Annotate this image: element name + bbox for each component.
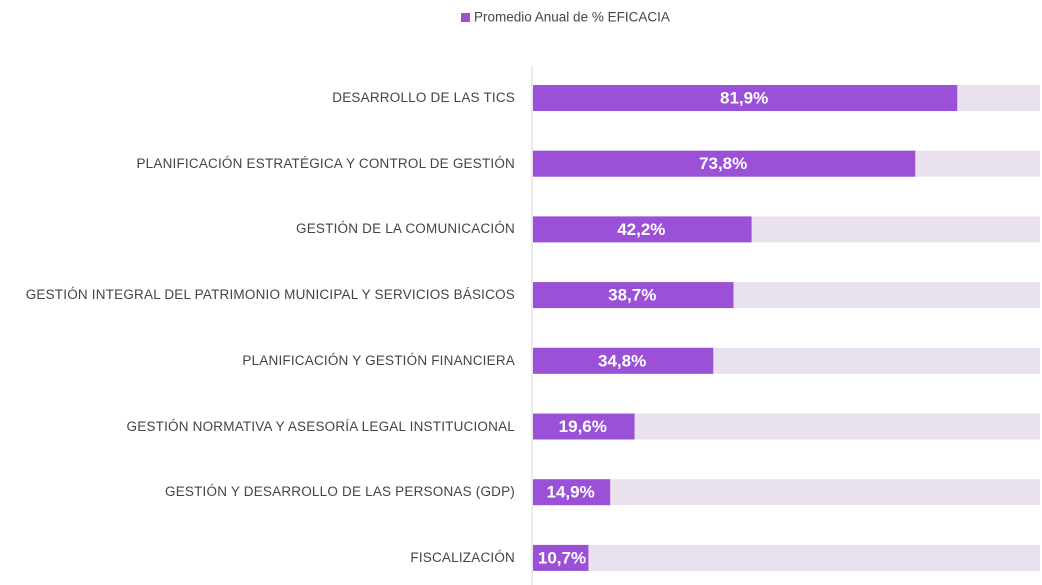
category-label: GESTIÓN INTEGRAL DEL PATRIMONIO MUNICIPA… — [25, 287, 515, 303]
data-label: 19,6% — [559, 417, 607, 436]
category-label-box: GESTIÓN Y DESARROLLO DE LAS PERSONAS (GD… — [0, 467, 515, 517]
category-label: DESARROLLO DE LAS TICS — [332, 90, 515, 105]
category-label-box: DESARROLLO DE LAS TICS — [0, 73, 515, 123]
data-label: 42,2% — [617, 220, 665, 239]
legend-swatch — [461, 13, 470, 22]
bar-track — [533, 479, 1040, 506]
bar — [533, 347, 714, 374]
category-label: PLANIFICACIÓN Y GESTIÓN FINANCIERA — [242, 352, 515, 368]
data-label: 34,8% — [598, 351, 646, 370]
bar — [533, 413, 635, 440]
category-label-box: PLANIFICACIÓN Y GESTIÓN FINANCIERA — [0, 336, 515, 386]
data-label: 14,9% — [546, 483, 594, 502]
category-label: GESTIÓN Y DESARROLLO DE LAS PERSONAS (GD… — [165, 484, 515, 500]
bar — [533, 216, 752, 243]
category-label-box: GESTIÓN DE LA COMUNICACIÓN — [0, 204, 515, 254]
bar — [533, 150, 916, 177]
data-label: 38,7% — [608, 286, 656, 305]
bar — [533, 282, 734, 309]
category-label: GESTIÓN NORMATIVA Y ASESORÍA LEGAL INSTI… — [126, 418, 515, 434]
category-label-box: FISCALIZACIÓN — [0, 533, 515, 583]
category-label-box: GESTIÓN INTEGRAL DEL PATRIMONIO MUNICIPA… — [0, 270, 515, 320]
category-label: PLANIFICACIÓN ESTRATÉGICA Y CONTROL DE G… — [136, 155, 515, 171]
category-label-box: GESTIÓN NORMATIVA Y ASESORÍA LEGAL INSTI… — [0, 402, 515, 452]
bar — [533, 544, 589, 571]
bar-track — [533, 544, 1040, 571]
data-label: 81,9% — [720, 88, 768, 107]
category-label: GESTIÓN DE LA COMUNICACIÓN — [296, 221, 515, 237]
bar — [533, 479, 611, 506]
legend-label: Promedio Anual de % EFICACIA — [474, 10, 670, 25]
category-label: FISCALIZACIÓN — [410, 549, 515, 565]
data-label: 73,8% — [699, 154, 747, 173]
bar — [533, 85, 958, 111]
category-label-box: PLANIFICACIÓN ESTRATÉGICA Y CONTROL DE G… — [0, 139, 515, 189]
data-label: 10,7% — [538, 548, 586, 567]
